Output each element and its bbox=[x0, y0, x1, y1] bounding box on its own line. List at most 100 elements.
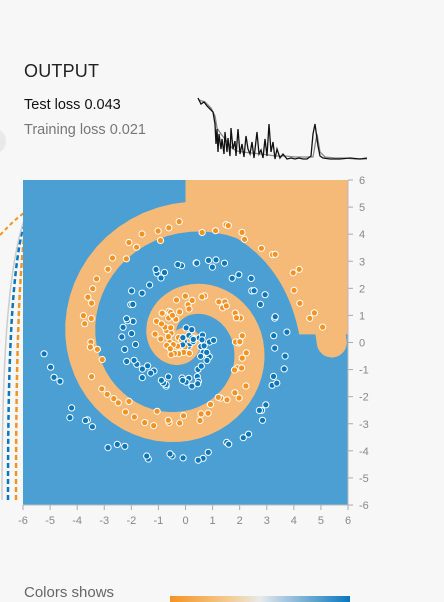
y-tick-label: -1 bbox=[359, 365, 369, 377]
data-point-negative bbox=[212, 227, 220, 235]
data-point-positive bbox=[174, 260, 182, 269]
data-point-positive bbox=[179, 454, 187, 462]
y-tick-label: 4 bbox=[359, 229, 365, 241]
data-point-negative bbox=[230, 366, 239, 374]
data-point-positive bbox=[146, 281, 154, 289]
data-point-positive bbox=[273, 379, 281, 387]
data-point-negative bbox=[242, 349, 250, 357]
data-point-positive bbox=[188, 382, 196, 390]
data-point-positive bbox=[88, 423, 97, 431]
data-point-negative bbox=[238, 332, 246, 340]
data-point-negative bbox=[88, 299, 96, 307]
y-tick-label: -2 bbox=[359, 392, 369, 404]
data-point-positive bbox=[258, 416, 267, 424]
data-point-positive bbox=[200, 342, 208, 350]
x-tick-label: 6 bbox=[345, 515, 351, 527]
y-tick-label: 1 bbox=[359, 310, 365, 322]
data-point-negative bbox=[98, 355, 106, 364]
data-point-negative bbox=[176, 308, 184, 316]
data-point-negative bbox=[104, 265, 112, 273]
data-point-positive bbox=[280, 365, 288, 373]
data-point-negative bbox=[81, 320, 89, 328]
data-point-negative bbox=[231, 389, 239, 397]
data-point-negative bbox=[156, 236, 165, 245]
data-point-negative bbox=[125, 238, 133, 247]
data-point-positive bbox=[138, 289, 146, 297]
data-point-negative bbox=[257, 244, 265, 252]
decision-boundary-plot: 6 5 4 3 2 1 0 -1 -2 -3 -4 -5 -6 -6 -5 -4 -3 -2 -1 0 1 2 3 4 5 6 bbox=[18, 175, 369, 527]
data-point-positive bbox=[131, 340, 140, 349]
data-point-positive bbox=[193, 259, 201, 267]
data-point-negative bbox=[289, 269, 297, 277]
loss-chart bbox=[197, 97, 368, 160]
data-point-negative bbox=[185, 349, 193, 357]
data-point-positive bbox=[204, 256, 213, 265]
data-point-positive bbox=[261, 291, 269, 299]
data-point-negative bbox=[110, 395, 118, 403]
data-point-positive bbox=[270, 332, 278, 340]
data-point-positive bbox=[281, 352, 289, 360]
data-point-negative bbox=[153, 407, 161, 415]
x-tick-label: 5 bbox=[318, 515, 324, 527]
training-loss-value: 0.021 bbox=[109, 122, 146, 138]
data-point-positive bbox=[256, 300, 264, 308]
test-loss-value: 0.043 bbox=[84, 97, 121, 113]
data-point-negative bbox=[214, 393, 222, 401]
data-point-negative bbox=[150, 422, 158, 430]
data-point-positive bbox=[208, 263, 216, 271]
data-point-negative bbox=[240, 235, 249, 243]
y-tick-label: -5 bbox=[359, 473, 369, 485]
data-point-positive bbox=[203, 356, 211, 364]
data-point-negative bbox=[198, 228, 206, 237]
data-point-positive bbox=[138, 365, 146, 373]
data-point-negative bbox=[172, 296, 181, 304]
y-tick-label: -3 bbox=[359, 419, 369, 431]
data-point-positive bbox=[40, 350, 48, 358]
y-tick-label: 6 bbox=[359, 175, 365, 187]
data-point-negative bbox=[188, 296, 196, 304]
data-point-negative bbox=[167, 351, 175, 359]
x-tick-label: -4 bbox=[72, 515, 82, 527]
data-point-negative bbox=[238, 354, 246, 362]
data-point-positive bbox=[245, 430, 253, 438]
data-point-positive bbox=[188, 326, 196, 334]
data-point-negative bbox=[181, 292, 189, 300]
data-point-positive bbox=[194, 456, 202, 464]
data-point-positive bbox=[56, 377, 64, 385]
data-point-negative bbox=[133, 243, 141, 251]
data-point-negative bbox=[198, 293, 206, 301]
data-point-negative bbox=[89, 285, 97, 293]
x-tick-label: -6 bbox=[18, 515, 28, 527]
data-point-positive bbox=[247, 274, 255, 283]
data-point-negative bbox=[103, 390, 111, 398]
data-point-positive bbox=[189, 335, 197, 343]
data-point-positive bbox=[160, 268, 169, 277]
data-point-negative bbox=[138, 230, 146, 238]
y-tick-label: -6 bbox=[359, 500, 369, 512]
data-point-positive bbox=[152, 265, 160, 274]
data-point-negative bbox=[157, 335, 165, 343]
test-loss-label: Test loss bbox=[24, 97, 81, 113]
data-point-negative bbox=[306, 314, 314, 322]
data-point-positive bbox=[123, 315, 131, 323]
data-point-positive bbox=[197, 352, 205, 360]
data-point-negative bbox=[167, 324, 175, 332]
data-point-positive bbox=[225, 440, 233, 448]
x-tick-label: -2 bbox=[126, 515, 136, 527]
data-point-negative bbox=[235, 394, 243, 402]
data-point-negative bbox=[185, 305, 193, 313]
data-point-negative bbox=[197, 410, 205, 418]
negative-region-corner bbox=[185, 180, 348, 335]
data-point-negative bbox=[87, 314, 95, 323]
data-point-negative bbox=[206, 400, 215, 408]
data-point-negative bbox=[114, 399, 122, 407]
data-point-negative bbox=[176, 419, 184, 427]
y-tick-label: 0 bbox=[359, 338, 365, 350]
data-point-negative bbox=[166, 345, 174, 353]
data-point-negative bbox=[168, 311, 177, 319]
data-point-positive bbox=[121, 442, 129, 450]
data-point-positive bbox=[129, 300, 137, 308]
data-point-positive bbox=[113, 440, 121, 448]
data-point-negative bbox=[232, 314, 241, 322]
x-tick-label: 2 bbox=[237, 515, 243, 527]
